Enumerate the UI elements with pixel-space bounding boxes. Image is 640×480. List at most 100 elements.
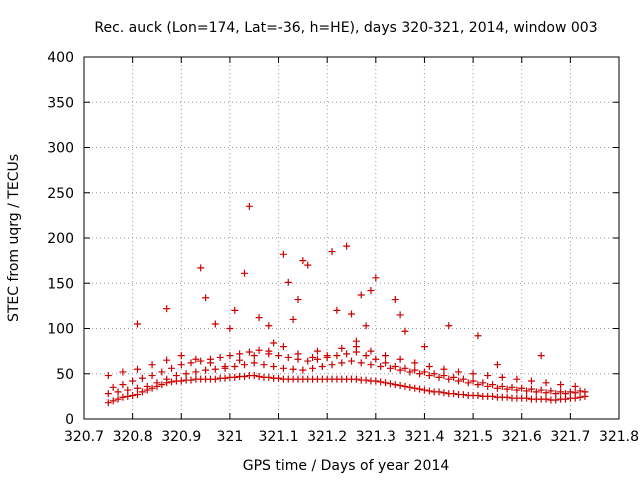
data-point <box>484 372 492 380</box>
data-point <box>211 375 219 383</box>
x-tick-label: 321 <box>217 429 244 445</box>
data-point <box>542 379 550 387</box>
data-point <box>474 391 482 399</box>
data-point <box>299 366 307 374</box>
data-point <box>503 385 511 393</box>
data-point <box>138 388 146 396</box>
data-point <box>455 368 462 376</box>
data-point <box>299 257 307 265</box>
y-tick-label: 250 <box>47 186 74 202</box>
data-point <box>177 377 185 385</box>
data-point <box>445 322 453 330</box>
data-point <box>523 387 531 395</box>
data-point <box>197 357 205 365</box>
y-tick-label: 350 <box>47 95 74 111</box>
data-point <box>270 339 278 347</box>
data-point <box>289 365 297 373</box>
data-point <box>182 370 190 378</box>
data-point <box>104 390 112 398</box>
data-point <box>138 374 146 382</box>
data-point <box>498 373 506 381</box>
data-point <box>420 386 428 394</box>
x-tick-label: 320.8 <box>113 429 153 445</box>
y-tick-label: 300 <box>47 141 74 157</box>
data-point <box>134 391 141 399</box>
data-point <box>547 387 555 395</box>
data-point <box>372 377 380 385</box>
data-point <box>425 387 433 395</box>
data-point <box>489 392 497 400</box>
data-point <box>581 388 589 396</box>
data-point <box>168 364 176 372</box>
data-point <box>503 393 511 401</box>
data-point <box>226 325 234 332</box>
data-point <box>172 372 180 380</box>
data-point <box>168 378 176 386</box>
data-point <box>304 357 312 365</box>
data-point <box>508 383 516 391</box>
data-point <box>279 250 287 258</box>
data-point <box>202 294 210 302</box>
data-point <box>148 384 156 392</box>
data-point <box>309 353 317 361</box>
data-point <box>377 363 385 371</box>
data-point <box>163 375 171 383</box>
data-point <box>440 372 448 380</box>
data-point <box>352 337 360 345</box>
data-point <box>537 352 545 360</box>
data-point <box>250 359 258 367</box>
data-point <box>211 365 219 373</box>
data-point <box>265 373 273 381</box>
data-point <box>284 353 292 361</box>
data-point <box>104 399 112 407</box>
data-point <box>294 350 302 358</box>
data-point <box>294 296 302 304</box>
chart-title: Rec. auck (Lon=174, Lat=-36, h=HE), days… <box>94 20 597 36</box>
data-point <box>129 391 137 399</box>
data-point <box>148 372 156 380</box>
data-point <box>401 364 409 372</box>
data-point <box>435 373 443 381</box>
data-point <box>396 382 404 390</box>
data-point <box>459 391 467 399</box>
data-point <box>313 355 321 363</box>
data-point <box>367 286 375 294</box>
data-point <box>362 352 370 360</box>
data-point <box>425 372 433 380</box>
data-point <box>425 363 433 371</box>
data-point <box>250 372 258 380</box>
data-point <box>391 296 399 304</box>
data-point <box>542 395 550 403</box>
data-point <box>333 306 341 314</box>
data-point <box>343 242 351 250</box>
data-point <box>328 361 336 369</box>
y-tick-label: 100 <box>47 322 74 338</box>
data-point <box>216 353 224 361</box>
data-point <box>411 384 419 392</box>
data-point <box>289 315 297 323</box>
data-point <box>104 372 112 380</box>
data-point <box>523 394 531 402</box>
data-point <box>221 374 229 382</box>
data-point <box>406 368 414 376</box>
data-point <box>489 381 497 389</box>
data-point <box>450 390 458 398</box>
data-point <box>411 359 419 367</box>
data-point <box>318 363 326 371</box>
data-point <box>576 393 584 401</box>
data-point <box>338 344 346 352</box>
data-point <box>241 361 248 369</box>
data-point <box>406 383 414 391</box>
data-point <box>328 248 336 256</box>
data-point <box>236 350 244 358</box>
data-point <box>493 361 501 369</box>
x-tick-label: 321.6 <box>502 429 542 445</box>
data-point <box>479 379 487 387</box>
data-point <box>226 352 234 360</box>
data-point <box>498 382 506 390</box>
x-tick-label: 321.3 <box>356 429 396 445</box>
data-point <box>537 386 545 394</box>
data-point <box>119 368 127 376</box>
x-tick-label: 321.2 <box>307 429 347 445</box>
